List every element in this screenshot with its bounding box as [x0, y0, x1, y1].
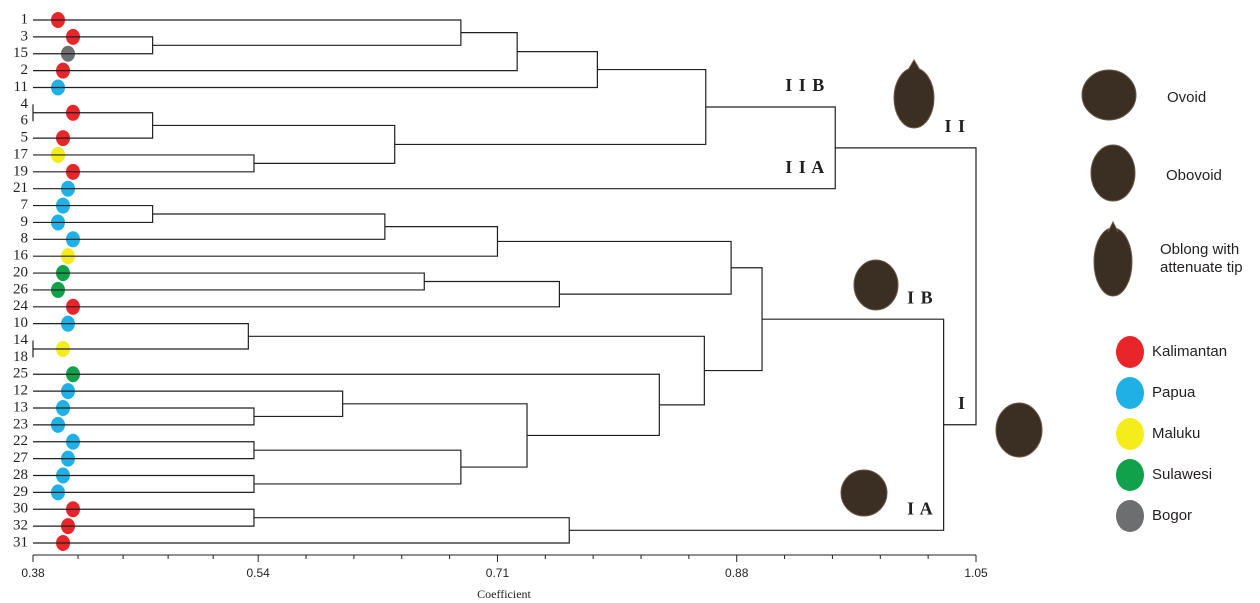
legend-label: Kalimantan [1152, 343, 1227, 360]
x-tick-label: 0.38 [21, 566, 45, 580]
leaf-label: 2 [21, 62, 29, 78]
cluster-label: I A [907, 498, 934, 518]
cluster-link [569, 319, 943, 530]
x-tick-label: 1.05 [964, 566, 988, 580]
x-tick-label: 0.88 [725, 566, 749, 580]
legend-swatch [1116, 377, 1144, 409]
legend-label: Sulawesi [1152, 466, 1212, 483]
legend-label: Papua [1152, 384, 1196, 401]
leaf-label: 25 [13, 366, 28, 382]
leaf-label: 30 [13, 501, 28, 517]
x-tick-label: 0.71 [486, 566, 510, 580]
legend-swatch [1116, 459, 1144, 491]
leaf-label: 1 [21, 11, 29, 27]
cluster-link [497, 241, 731, 294]
fruit-image [996, 403, 1042, 457]
cluster-link [153, 125, 395, 163]
leaf-label: 9 [21, 214, 29, 230]
leaf-label: 11 [14, 79, 28, 95]
cluster-link [33, 206, 153, 223]
shape-legend-label: Obovoid [1166, 167, 1222, 184]
cluster-link [254, 450, 461, 484]
cluster-label: I I [944, 116, 966, 136]
leaf-label: 14 [13, 332, 29, 348]
leaf-label: 22 [13, 433, 28, 449]
legend-swatch [1116, 500, 1144, 532]
leaf-label: 23 [13, 416, 28, 432]
x-tick-label: 0.54 [247, 566, 271, 580]
leaf-label: 18 [13, 349, 28, 365]
fruit-image [1082, 70, 1136, 120]
cluster-label: I I B [785, 75, 825, 95]
cluster-link [33, 107, 835, 189]
leaf-label: 12 [13, 383, 28, 399]
fruit-image [1091, 145, 1135, 201]
legend-swatch [1116, 418, 1144, 450]
cluster-link [33, 33, 517, 71]
leaf-label: 32 [13, 518, 28, 534]
legend-label: Maluku [1152, 425, 1200, 442]
leaf-label: 7 [21, 197, 29, 213]
fruit-image [1108, 222, 1118, 232]
fruit-image [841, 470, 887, 516]
leaf-label: 4 [21, 96, 29, 112]
chart: Ovoid Obovoid Oblong withattenuate tip C… [0, 0, 1260, 603]
legend-swatch [1116, 336, 1144, 368]
leaf-label: 15 [13, 45, 28, 61]
leaf-label: 27 [13, 450, 29, 466]
cluster-link [33, 227, 497, 257]
cluster-link [343, 404, 527, 467]
cluster-link [33, 52, 597, 88]
leaf-label: 13 [13, 399, 28, 415]
leaf-label: 31 [13, 534, 28, 550]
cluster-label: I B [907, 287, 934, 307]
leaf-label: 8 [21, 231, 29, 247]
cluster-link [33, 518, 569, 543]
fruit-images [841, 60, 1136, 516]
cluster-link [33, 113, 153, 138]
fruit-image [908, 60, 920, 70]
leaf-label: 21 [13, 180, 28, 196]
cluster-link [704, 268, 762, 371]
leaf-label: 5 [21, 130, 29, 146]
leaf-label: 20 [13, 264, 28, 280]
cluster-link [33, 281, 559, 306]
cluster-link [33, 273, 424, 290]
fruit-image [1094, 228, 1132, 296]
cluster-link [33, 20, 461, 45]
cluster-link [33, 155, 254, 172]
cluster-label: I I A [785, 157, 825, 177]
leaf-label: 17 [13, 146, 29, 162]
leaf-label: 29 [13, 484, 28, 500]
leaf-label: 3 [21, 28, 29, 44]
x-axis-label: Coefficient [477, 587, 531, 601]
cluster-link [395, 70, 706, 145]
leaf-label: 26 [13, 281, 29, 297]
leaf-label: 28 [13, 467, 28, 483]
shape-legend-label: Ovoid [1167, 89, 1206, 106]
fruit-image [854, 260, 898, 310]
legend-label: Bogor [1152, 507, 1192, 524]
cluster-link [33, 214, 385, 239]
cluster-link [33, 37, 153, 54]
leaf-label: 10 [13, 315, 28, 331]
fruit-image [894, 68, 934, 128]
leaf-label: 16 [13, 248, 29, 264]
cluster-label: I [958, 393, 966, 413]
leaf-label: 24 [13, 298, 29, 314]
cluster-link [33, 391, 343, 416]
cluster-link [248, 336, 704, 405]
cluster-link [33, 374, 659, 435]
leaf-label: 6 [21, 113, 29, 129]
leaf-label: 19 [13, 163, 28, 179]
